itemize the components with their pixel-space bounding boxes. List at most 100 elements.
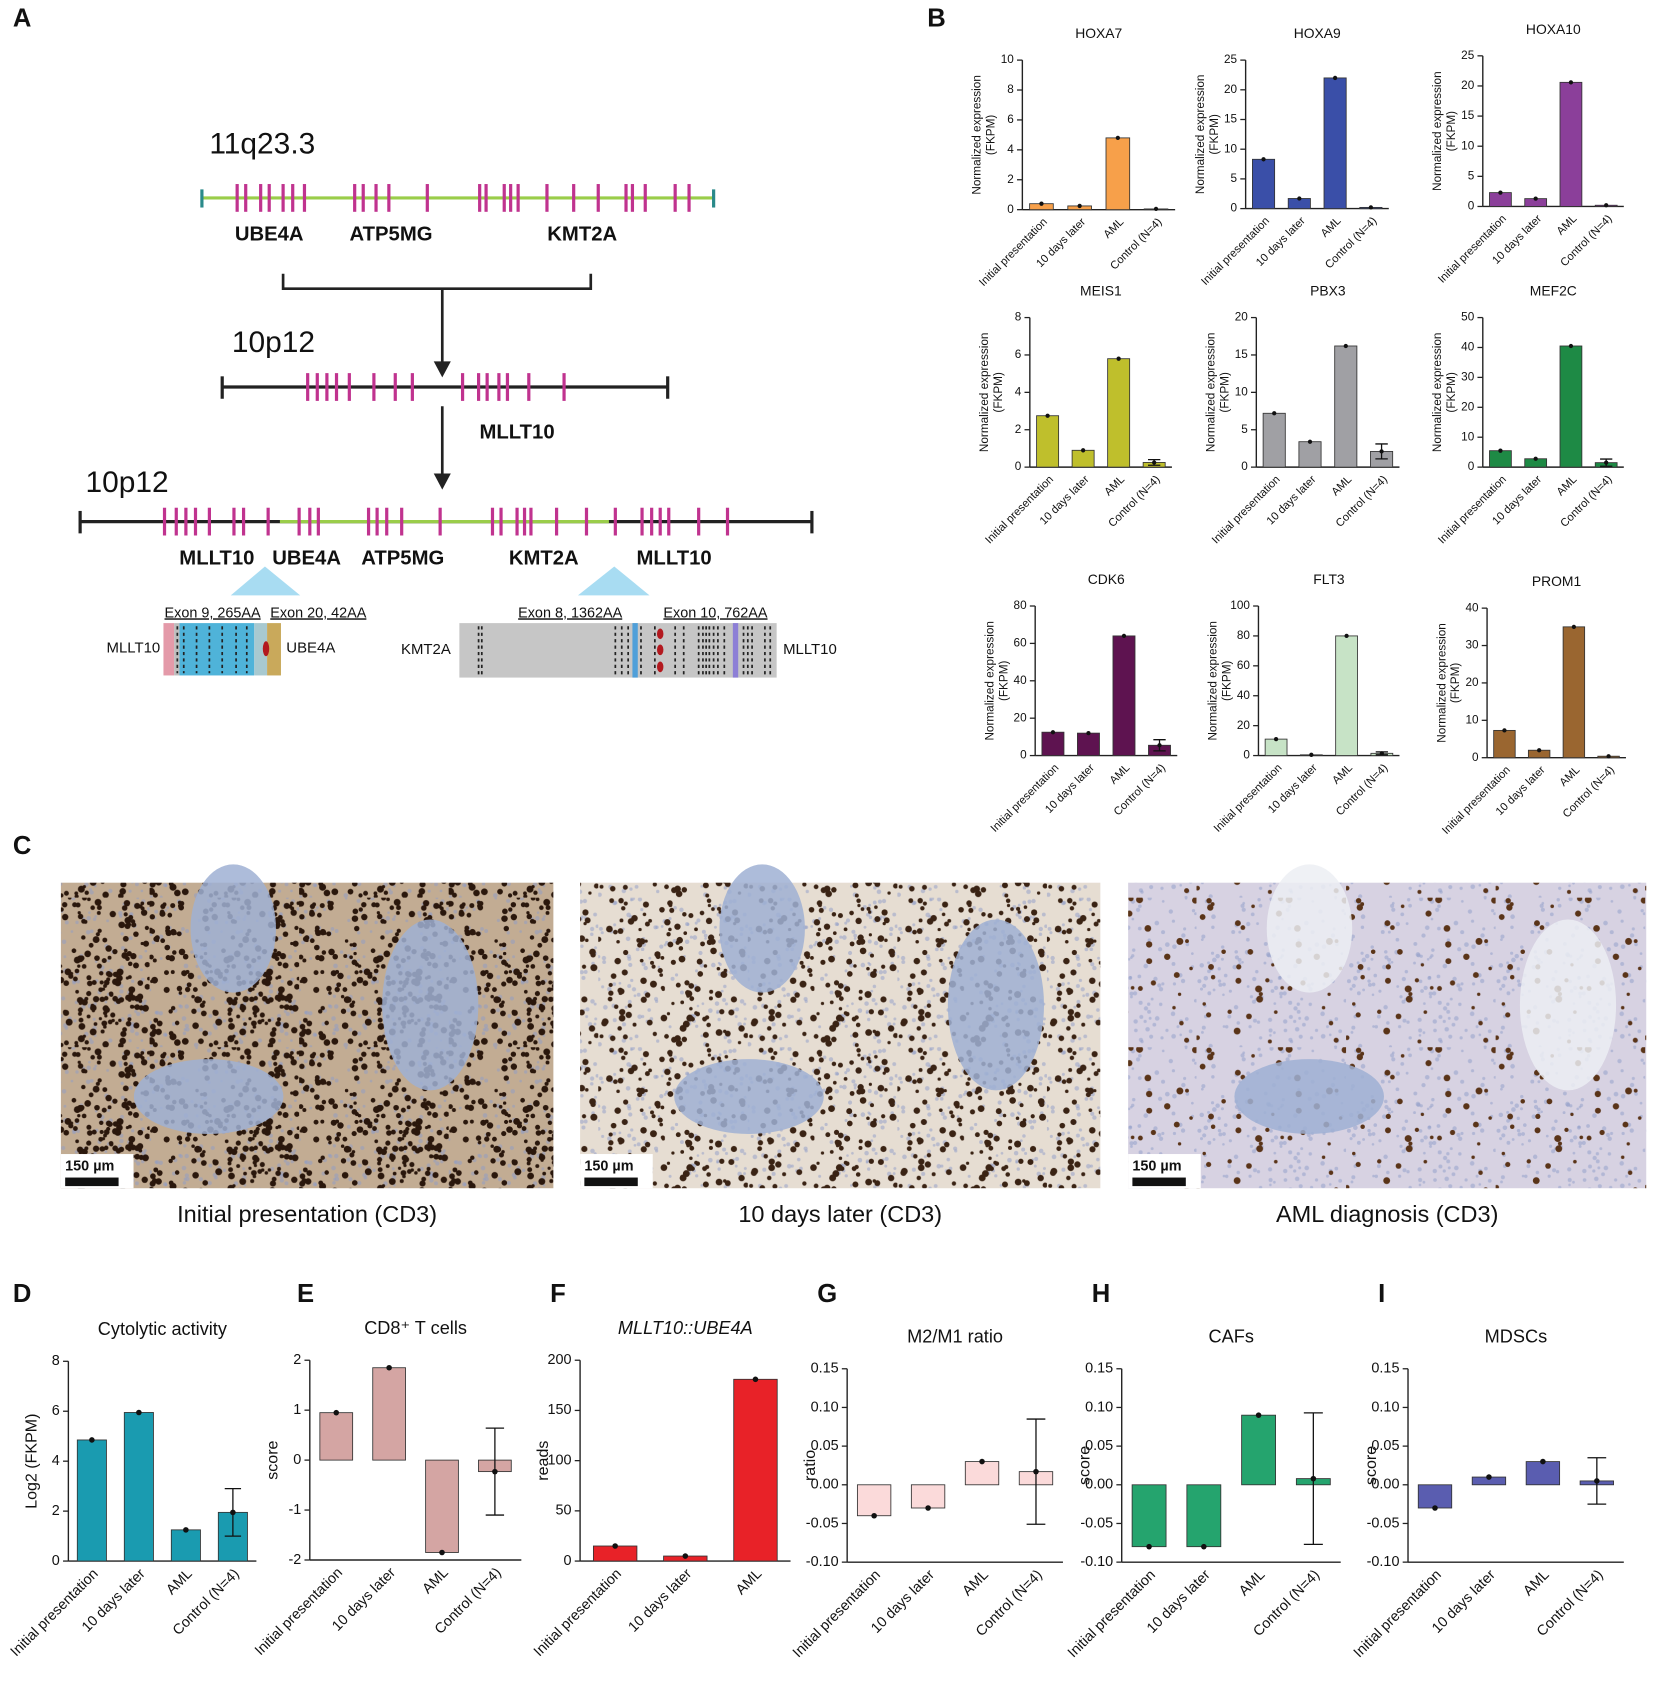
x-tick-label: AML — [420, 1565, 452, 1597]
bone-fragment — [719, 864, 805, 993]
y-tick-label: 0.05 — [1371, 1438, 1399, 1454]
breakpoint-dot — [657, 628, 664, 640]
bone-fragment — [382, 919, 479, 1091]
error-bar — [1587, 1457, 1607, 1505]
gene-name: UBE4A — [272, 547, 341, 569]
fusion-partner: KMT2A — [401, 641, 451, 658]
gene-name: KMT2A — [547, 224, 617, 246]
data-point — [1115, 135, 1120, 141]
error-bar — [1147, 459, 1161, 466]
x-tick-label: 10 days later — [625, 1566, 695, 1636]
data-point — [1307, 439, 1313, 444]
data-point — [1432, 1505, 1438, 1511]
y-tick-label: 2 — [293, 1352, 301, 1368]
y-tick-label: 8 — [1015, 311, 1022, 324]
gene-name: UBE4A — [235, 224, 304, 246]
y-tick-label: -0.10 — [1367, 1554, 1400, 1570]
panel-label: D — [13, 1280, 32, 1308]
x-tick-label: Initial presentation — [790, 1567, 884, 1661]
y-axis-label: score — [1362, 1446, 1380, 1485]
data-point — [1261, 157, 1266, 162]
y-tick-label: 6 — [52, 1403, 60, 1419]
y-tick-label: 5 — [1241, 423, 1248, 436]
y-tick-label: 10 — [1465, 713, 1479, 726]
chart-title: PROM1 — [1532, 573, 1582, 589]
y-axis-label: reads — [534, 1441, 552, 1481]
fusion-segment — [254, 623, 268, 676]
data-point — [1086, 730, 1091, 736]
data-point — [871, 1512, 877, 1519]
y-tick-label: 4 — [1007, 143, 1014, 156]
y-tick-label: 0 — [1007, 203, 1014, 216]
y-tick-label: 0 — [1231, 202, 1238, 215]
y-tick-label: 1 — [293, 1402, 301, 1418]
x-tick-label: AML — [1108, 762, 1133, 787]
y-tick-label: 40 — [1014, 674, 1028, 687]
y-tick-label: 10 — [1461, 139, 1475, 152]
bar — [76, 1439, 107, 1562]
y-tick-label: 0 — [1241, 460, 1248, 473]
chromosome-name: 10p12 — [85, 466, 168, 499]
y-tick-label: -0.10 — [806, 1554, 839, 1570]
data-point — [1332, 75, 1338, 81]
chart-title: CD8⁺ T cells — [364, 1318, 467, 1338]
y-tick-label: 25 — [1461, 49, 1475, 62]
bar — [1525, 1461, 1561, 1486]
y-tick-label: 0.00 — [1085, 1477, 1113, 1493]
y-tick-label: 20 — [1237, 719, 1251, 732]
y-tick-label: 0.05 — [1085, 1438, 1113, 1454]
y-tick-label: 20 — [1461, 400, 1475, 413]
y-tick-label: 80 — [1014, 599, 1028, 612]
y-tick-label: 20 — [1014, 711, 1028, 724]
y-tick-label: 200 — [547, 1352, 571, 1368]
y-tick-label: 6 — [1007, 113, 1014, 126]
y-axis-label: (FKPM) — [1445, 111, 1458, 152]
gene-name: MLLT10 — [179, 547, 254, 569]
fusion-partner: MLLT10 — [107, 640, 161, 657]
breakpoint-marker — [577, 566, 650, 596]
y-tick-label: 30 — [1461, 371, 1475, 384]
y-tick-label: 2 — [52, 1503, 60, 1519]
y-tick-label: 0 — [293, 1452, 301, 1468]
y-tick-label: 100 — [1230, 599, 1250, 612]
bar — [1262, 412, 1286, 468]
y-axis-label: (FKPM) — [1221, 660, 1234, 701]
y-tick-label: 60 — [1014, 637, 1028, 650]
data-point — [1201, 1543, 1207, 1550]
y-tick-label: 40 — [1465, 601, 1479, 614]
y-axis-label: (FKPM) — [1445, 372, 1458, 413]
data-point — [1297, 196, 1302, 201]
y-tick-label: 20 — [1465, 676, 1479, 689]
data-point — [1533, 196, 1538, 201]
bar — [1105, 137, 1131, 211]
y-tick-label: 5 — [1468, 169, 1475, 182]
y-tick-label: 0.15 — [1085, 1361, 1113, 1377]
chart-title: MEF2C — [1530, 283, 1577, 299]
bar — [1334, 345, 1358, 468]
y-tick-label: 0.10 — [1085, 1399, 1113, 1415]
x-tick-label: Initial presentation — [8, 1566, 102, 1660]
x-tick-label: Initial presentation — [983, 474, 1056, 547]
panel-label: B — [927, 4, 946, 32]
x-tick-label: Initial presentation — [1199, 215, 1272, 288]
y-tick-label: 6 — [1015, 348, 1022, 361]
y-tick-label: 15 — [1224, 113, 1238, 126]
bar — [170, 1529, 201, 1562]
y-axis-label: (FKPM) — [1218, 372, 1231, 413]
data-point — [1568, 343, 1574, 349]
error-bar — [1303, 1412, 1323, 1545]
bone-fragment — [674, 1059, 824, 1134]
y-axis-label: Normalized expression — [1431, 333, 1444, 453]
bar — [372, 1367, 406, 1461]
chart-title: HOXA9 — [1294, 25, 1341, 41]
y-tick-label: -1 — [288, 1502, 301, 1518]
bar — [1559, 345, 1583, 468]
data-point — [1568, 80, 1574, 85]
bar — [1036, 415, 1060, 468]
data-point — [136, 1409, 142, 1416]
scale-bar-label: 150 µm — [65, 1159, 114, 1175]
y-tick-label: 30 — [1465, 639, 1479, 652]
y-tick-label: 4 — [52, 1453, 60, 1469]
